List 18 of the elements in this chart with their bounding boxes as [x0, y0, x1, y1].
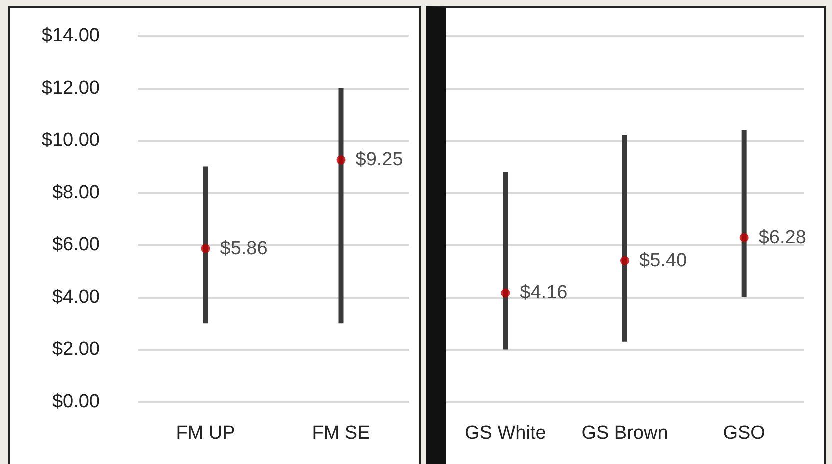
x-tick-label: FM SE: [312, 423, 370, 444]
data-label: $9.25: [356, 150, 404, 171]
y-tick-label: $12.00: [42, 78, 100, 99]
y-tick-label: $2.00: [52, 339, 100, 360]
data-label: $4.16: [520, 282, 568, 304]
x-tick-label: GS White: [465, 423, 546, 444]
x-tick-label: GSO: [723, 423, 766, 444]
data-label: $5.40: [640, 250, 688, 272]
x-tick-label: GS Brown: [582, 423, 668, 444]
y-tick-label: $10.00: [42, 130, 100, 152]
x-tick-label: FM UP: [176, 423, 236, 444]
y-tick-label: $6.00: [52, 234, 100, 256]
y-tick-label: $0.00: [52, 392, 100, 412]
data-label: $6.28: [758, 227, 806, 248]
y-tick-label: $14.00: [42, 26, 100, 46]
data-label: $5.86: [220, 238, 268, 260]
y-tick-label: $8.00: [52, 182, 100, 204]
y-tick-label: $4.00: [52, 286, 100, 308]
